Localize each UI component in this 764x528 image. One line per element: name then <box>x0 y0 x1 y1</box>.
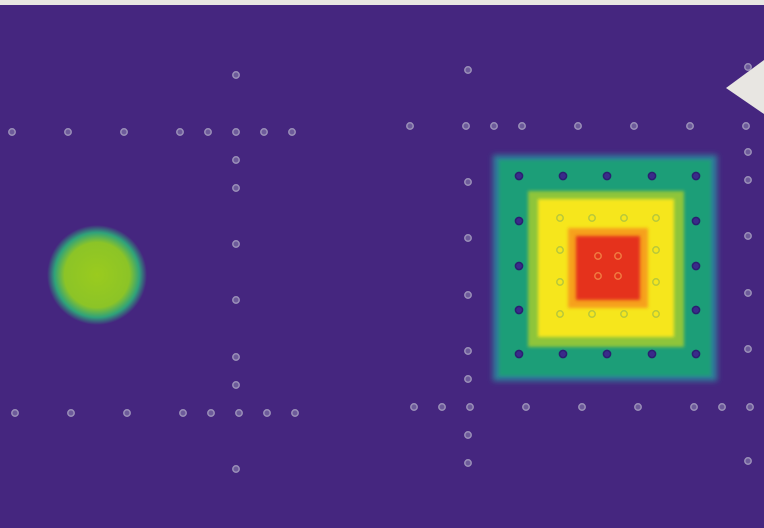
light-dot <box>556 214 564 222</box>
light-dot <box>652 278 660 286</box>
dark-dot <box>602 171 612 181</box>
grey-dot <box>464 291 472 299</box>
sensor-dots <box>8 63 754 473</box>
red-dot <box>614 252 622 260</box>
square-heat <box>493 155 717 381</box>
grey-dot <box>466 403 474 411</box>
light-dot <box>652 310 660 318</box>
red-dot <box>594 252 602 260</box>
grey-dot <box>235 409 243 417</box>
grey-dot <box>634 403 642 411</box>
grey-dot <box>8 128 16 136</box>
grey-dot <box>232 128 240 136</box>
light-dot <box>588 310 596 318</box>
dark-dot <box>514 216 524 226</box>
grey-dot <box>232 296 240 304</box>
dark-dot <box>514 305 524 315</box>
grey-dot <box>263 409 271 417</box>
heat-red <box>576 236 640 300</box>
dark-dot <box>602 349 612 359</box>
grey-dot <box>232 465 240 473</box>
grey-dot <box>744 457 752 465</box>
grey-dot <box>204 128 212 136</box>
light-dot <box>620 214 628 222</box>
light-dot <box>620 310 628 318</box>
grey-dot <box>232 381 240 389</box>
grey-dot <box>518 122 526 130</box>
grey-dot <box>746 403 754 411</box>
grey-dot <box>744 148 752 156</box>
light-dot <box>556 278 564 286</box>
grey-dot <box>744 289 752 297</box>
dark-dot <box>691 261 701 271</box>
dark-dot <box>647 349 657 359</box>
top-strip <box>0 0 764 5</box>
dark-dot <box>691 349 701 359</box>
red-dot <box>614 272 622 280</box>
grey-dot <box>67 409 75 417</box>
dark-dot <box>691 171 701 181</box>
grey-dot <box>630 122 638 130</box>
red-dot <box>594 272 602 280</box>
grey-dot <box>232 240 240 248</box>
dark-dot <box>691 216 701 226</box>
grey-dot <box>232 353 240 361</box>
grey-dot <box>464 375 472 383</box>
grey-dot <box>288 128 296 136</box>
grey-dot <box>120 128 128 136</box>
grey-dot <box>11 409 19 417</box>
grey-dot <box>410 403 418 411</box>
grey-dot <box>64 128 72 136</box>
light-dot <box>588 214 596 222</box>
dark-dot <box>558 349 568 359</box>
grey-dot <box>462 122 470 130</box>
grey-dot <box>574 122 582 130</box>
grey-dot <box>578 403 586 411</box>
grey-dot <box>464 347 472 355</box>
grey-dot <box>207 409 215 417</box>
light-dot <box>556 246 564 254</box>
light-dot <box>556 310 564 318</box>
dark-dot <box>647 171 657 181</box>
grey-dot <box>522 403 530 411</box>
grey-dot <box>176 128 184 136</box>
grey-dot <box>232 71 240 79</box>
grey-dot <box>464 66 472 74</box>
dark-dot <box>514 349 524 359</box>
grey-dot <box>744 232 752 240</box>
grey-dot <box>744 63 752 71</box>
dark-dot <box>558 171 568 181</box>
grey-dot <box>438 403 446 411</box>
grey-dot <box>690 403 698 411</box>
grey-dot <box>260 128 268 136</box>
grey-dot <box>744 176 752 184</box>
grey-dot <box>464 431 472 439</box>
dark-dot <box>514 261 524 271</box>
light-dot <box>652 214 660 222</box>
grey-dot <box>464 178 472 186</box>
round-blob <box>47 225 147 325</box>
grey-dot <box>291 409 299 417</box>
side-arrow <box>726 60 764 114</box>
light-dot <box>652 246 660 254</box>
dark-dot <box>514 171 524 181</box>
grey-dot <box>123 409 131 417</box>
grey-dot <box>232 184 240 192</box>
grey-dot <box>718 403 726 411</box>
grey-dot <box>464 459 472 467</box>
grey-dot <box>686 122 694 130</box>
grey-dot <box>490 122 498 130</box>
grey-dot <box>406 122 414 130</box>
dark-dot <box>691 305 701 315</box>
grey-dot <box>232 156 240 164</box>
grey-dot <box>179 409 187 417</box>
grey-dot <box>742 122 750 130</box>
grey-dot <box>744 345 752 353</box>
grey-dot <box>464 234 472 242</box>
